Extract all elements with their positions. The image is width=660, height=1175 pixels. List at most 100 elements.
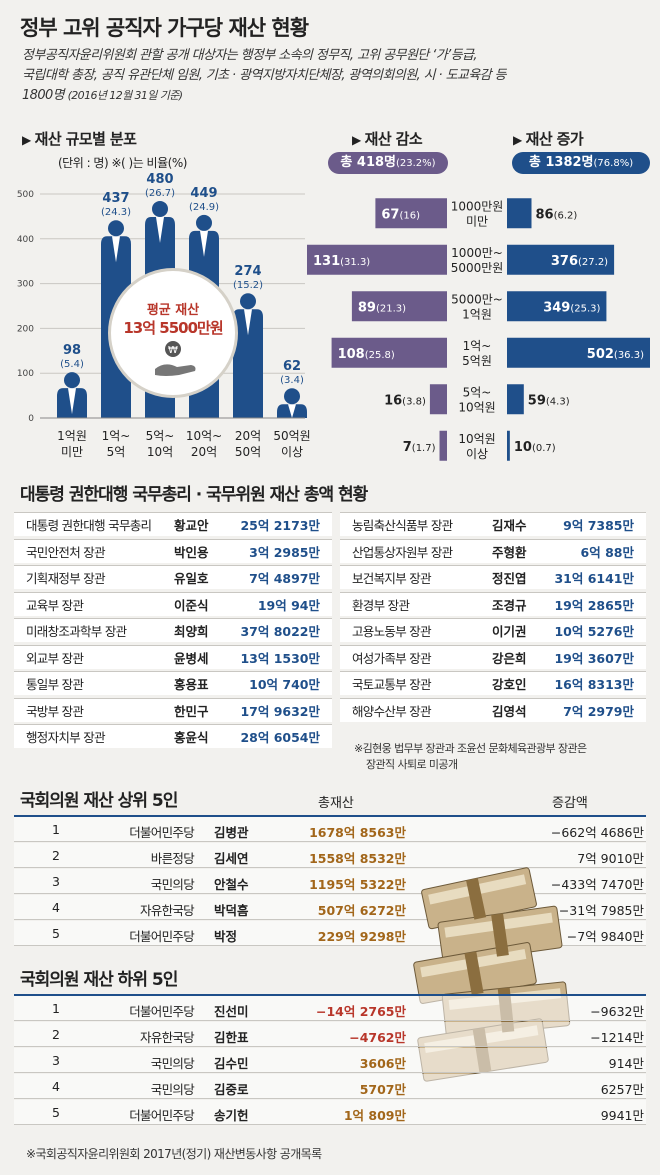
source-note: ※국회공직자윤리위원회 2017년(정기) 재산변동사항 공개목록 (26, 1147, 322, 1161)
minister-row: 고용노동부 장관 이기권 10억 5276만 (340, 618, 646, 642)
minister-row: 산업통상자원부 장관 주형환 6억 88만 (340, 538, 646, 563)
bar-pct-label: (15.2) (233, 280, 263, 291)
minister-amount: 19억 3607만 (554, 650, 634, 666)
increase-total-pill: 총 1382명(76.8%) (512, 152, 650, 174)
intro-line-3: 1800명 (2016년 12월 31일 기준) (22, 84, 183, 103)
range-category-label: 1000만원 (451, 199, 504, 213)
decrease-pct-label: (31.3) (340, 257, 370, 268)
minister-amount: 13억 1530만 (240, 650, 320, 666)
asset-change: −433억 7470만 (550, 877, 644, 892)
total-assets: 5707만 (359, 1082, 406, 1097)
minister-role: 교육부 장관 (26, 597, 84, 613)
y-tick-label: 300 (17, 280, 34, 290)
bar-head (240, 293, 256, 310)
minister-row: 행정자치부 장관 홍윤식 28억 6054만 (14, 724, 332, 748)
bar-shirt (112, 236, 120, 263)
decrease-value-label: 67(16) (381, 207, 420, 222)
bar-value-label: 437 (102, 191, 129, 206)
decrease-heading: ▶ 재산 감소 (352, 128, 423, 149)
minister-amount: 28억 6054만 (240, 730, 320, 745)
minister-role: 국방부 장관 (26, 703, 84, 719)
minister-role: 고용노동부 장관 (352, 624, 432, 639)
minister-amount: 25억 2173만 (240, 518, 320, 533)
ranking-row: 3 국민의당 안철수 1195억 5322만 −433억 7470만 (14, 869, 646, 894)
rank-number: 4 (52, 900, 60, 915)
bar-shirt (156, 216, 164, 243)
bar-value-label: 480 (146, 172, 173, 187)
category-label: 5억~ (146, 429, 175, 443)
party-name: 국민의당 (150, 1056, 195, 1071)
minister-row: 교육부 장관 이준식 19억 94만 (14, 591, 332, 616)
total-assets: 1억 809만 (343, 1108, 406, 1123)
ministers-note-2: 장관직 사퇴로 미공개 (366, 758, 458, 771)
range-category-label: 5억원 (462, 354, 492, 368)
minister-row: 국방부 장관 한민구 17억 9632만 (14, 697, 332, 722)
asset-change: −1214만 (590, 1030, 644, 1045)
minister-amount: 37억 8022만 (240, 624, 320, 639)
col-total-header: 총재산 (318, 796, 354, 811)
member-name: 김중로 (214, 1082, 249, 1097)
rank-number: 2 (52, 848, 60, 863)
category-label: 1억원 (57, 429, 87, 443)
party-name: 바른정당 (150, 851, 195, 866)
total-assets: 1558억 8532만 (309, 851, 406, 866)
asset-change: 6257만 (600, 1082, 644, 1097)
decrease-pct-label: (1.7) (412, 443, 436, 454)
intro-line-1: 정부공직자윤리위원회 관할 공개 대상자는 행정부 소속의 정무직, 고위 공무… (22, 48, 477, 63)
bar-value-label: 449 (190, 186, 217, 201)
dist-heading-text: 재산 규모별 분포 (34, 130, 137, 148)
decrease-value-label: 7(1.7) (403, 440, 436, 455)
party-name: 더불어민주당 (129, 929, 195, 944)
minister-row: 대통령 권한대행 국무총리 황교안 25억 2173만 (14, 512, 332, 536)
minister-amount: 9억 7385만 (563, 518, 634, 533)
ranking-row: 1 더불어민주당 진선미 −14억 2765만 −9632만 (14, 996, 646, 1021)
bar-head (284, 388, 300, 405)
minister-role: 미래창조과학부 장관 (26, 624, 127, 639)
category-label: 미만 (61, 445, 83, 459)
increase-heading-text: 재산 증가 (525, 130, 584, 148)
decrease-total: 총 418명 (340, 155, 396, 170)
average-badge-label: 평균 재산 (146, 303, 200, 318)
increase-value-label: 349(25.3) (543, 300, 600, 315)
minister-amount: 16억 8313만 (554, 677, 634, 692)
col-change-header: 증감액 (552, 796, 588, 811)
bar-head (196, 214, 212, 231)
party-name: 더불어민주당 (129, 825, 195, 840)
minister-name: 주형환 (492, 544, 527, 560)
asset-change: 7억 9010만 (577, 851, 644, 866)
ranking-row: 1 더불어민주당 김병관 1678억 8563만 −662억 4686만 (14, 817, 646, 842)
range-category-label: 10억원 (458, 400, 495, 414)
dist-unit-note: (단위 : 명) ※( )는 비율(%) (58, 156, 187, 170)
member-name: 김한표 (214, 1030, 249, 1045)
increase-total: 총 1382명 (528, 155, 594, 170)
total-assets: −4762만 (349, 1030, 406, 1045)
intro-total: 1800명 (22, 88, 65, 103)
bar-pct-label: (26.7) (145, 188, 175, 199)
category-label: 10억 (147, 445, 173, 459)
minister-name: 황교안 (174, 518, 209, 533)
minister-role: 기획재정부 장관 (26, 571, 106, 586)
increase-heading: ▶ 재산 증가 (513, 128, 584, 149)
category-label: 50억 (235, 445, 261, 459)
increase-pct-label: (6.2) (554, 210, 578, 221)
minister-amount: 7억 4897만 (249, 571, 320, 586)
category-label: 5억 (107, 445, 126, 459)
dist-heading: ▶ 재산 규모별 분포 (22, 128, 137, 149)
minister-amount: 31억 6141만 (554, 571, 634, 586)
increase-pct-label: (0.7) (532, 443, 556, 454)
asset-change: 914만 (608, 1056, 644, 1071)
svg-text:₩: ₩ (168, 345, 178, 356)
range-category-label: 1000만~ (451, 246, 503, 260)
decrease-pct: (23.2%) (396, 158, 436, 169)
minister-row: 기획재정부 장관 유일호 7억 4897만 (14, 565, 332, 589)
category-label: 20억 (235, 429, 261, 443)
ministers-heading: 대통령 권한대행 국무총리 · 국무위원 재산 총액 현황 (20, 485, 368, 505)
ranking-row: 2 바른정당 김세연 1558억 8532만 7억 9010만 (14, 843, 646, 868)
increase-value-label: 376(27.2) (551, 254, 608, 269)
decrease-bar (439, 430, 447, 461)
minister-name: 김영석 (492, 703, 527, 719)
minister-amount: 19억 94만 (257, 597, 320, 613)
increase-bar (507, 384, 524, 415)
minister-row: 농림축산식품부 장관 김재수 9억 7385만 (340, 512, 646, 536)
minister-role: 여성가족부 장관 (352, 650, 432, 666)
